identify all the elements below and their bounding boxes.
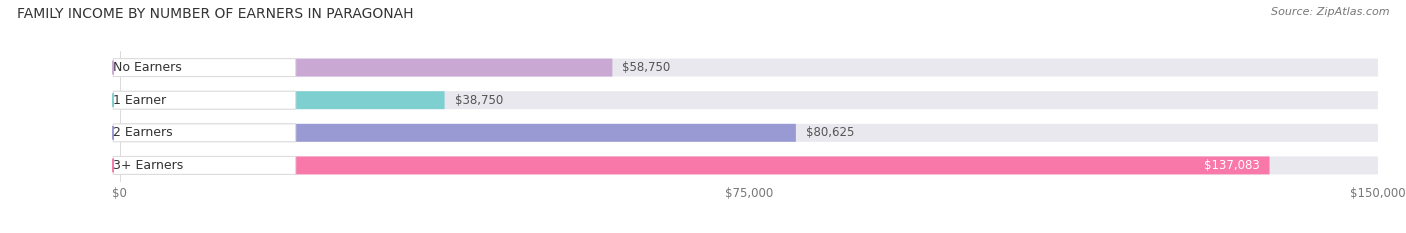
Text: $38,750: $38,750	[454, 94, 503, 107]
Text: $80,625: $80,625	[806, 126, 855, 139]
FancyBboxPatch shape	[120, 157, 1270, 174]
Text: FAMILY INCOME BY NUMBER OF EARNERS IN PARAGONAH: FAMILY INCOME BY NUMBER OF EARNERS IN PA…	[17, 7, 413, 21]
FancyBboxPatch shape	[120, 124, 796, 142]
FancyBboxPatch shape	[120, 91, 1378, 109]
FancyBboxPatch shape	[120, 58, 613, 76]
Text: 3+ Earners: 3+ Earners	[114, 159, 183, 172]
FancyBboxPatch shape	[120, 91, 444, 109]
Text: 2 Earners: 2 Earners	[114, 126, 173, 139]
Text: No Earners: No Earners	[114, 61, 181, 74]
FancyBboxPatch shape	[120, 124, 1378, 142]
FancyBboxPatch shape	[120, 157, 1378, 174]
Text: Source: ZipAtlas.com: Source: ZipAtlas.com	[1271, 7, 1389, 17]
Text: $137,083: $137,083	[1204, 159, 1260, 172]
FancyBboxPatch shape	[114, 91, 295, 109]
FancyBboxPatch shape	[114, 124, 295, 142]
FancyBboxPatch shape	[114, 157, 295, 174]
FancyBboxPatch shape	[114, 58, 295, 76]
Text: $58,750: $58,750	[623, 61, 671, 74]
Text: 1 Earner: 1 Earner	[114, 94, 166, 107]
FancyBboxPatch shape	[120, 58, 1378, 76]
